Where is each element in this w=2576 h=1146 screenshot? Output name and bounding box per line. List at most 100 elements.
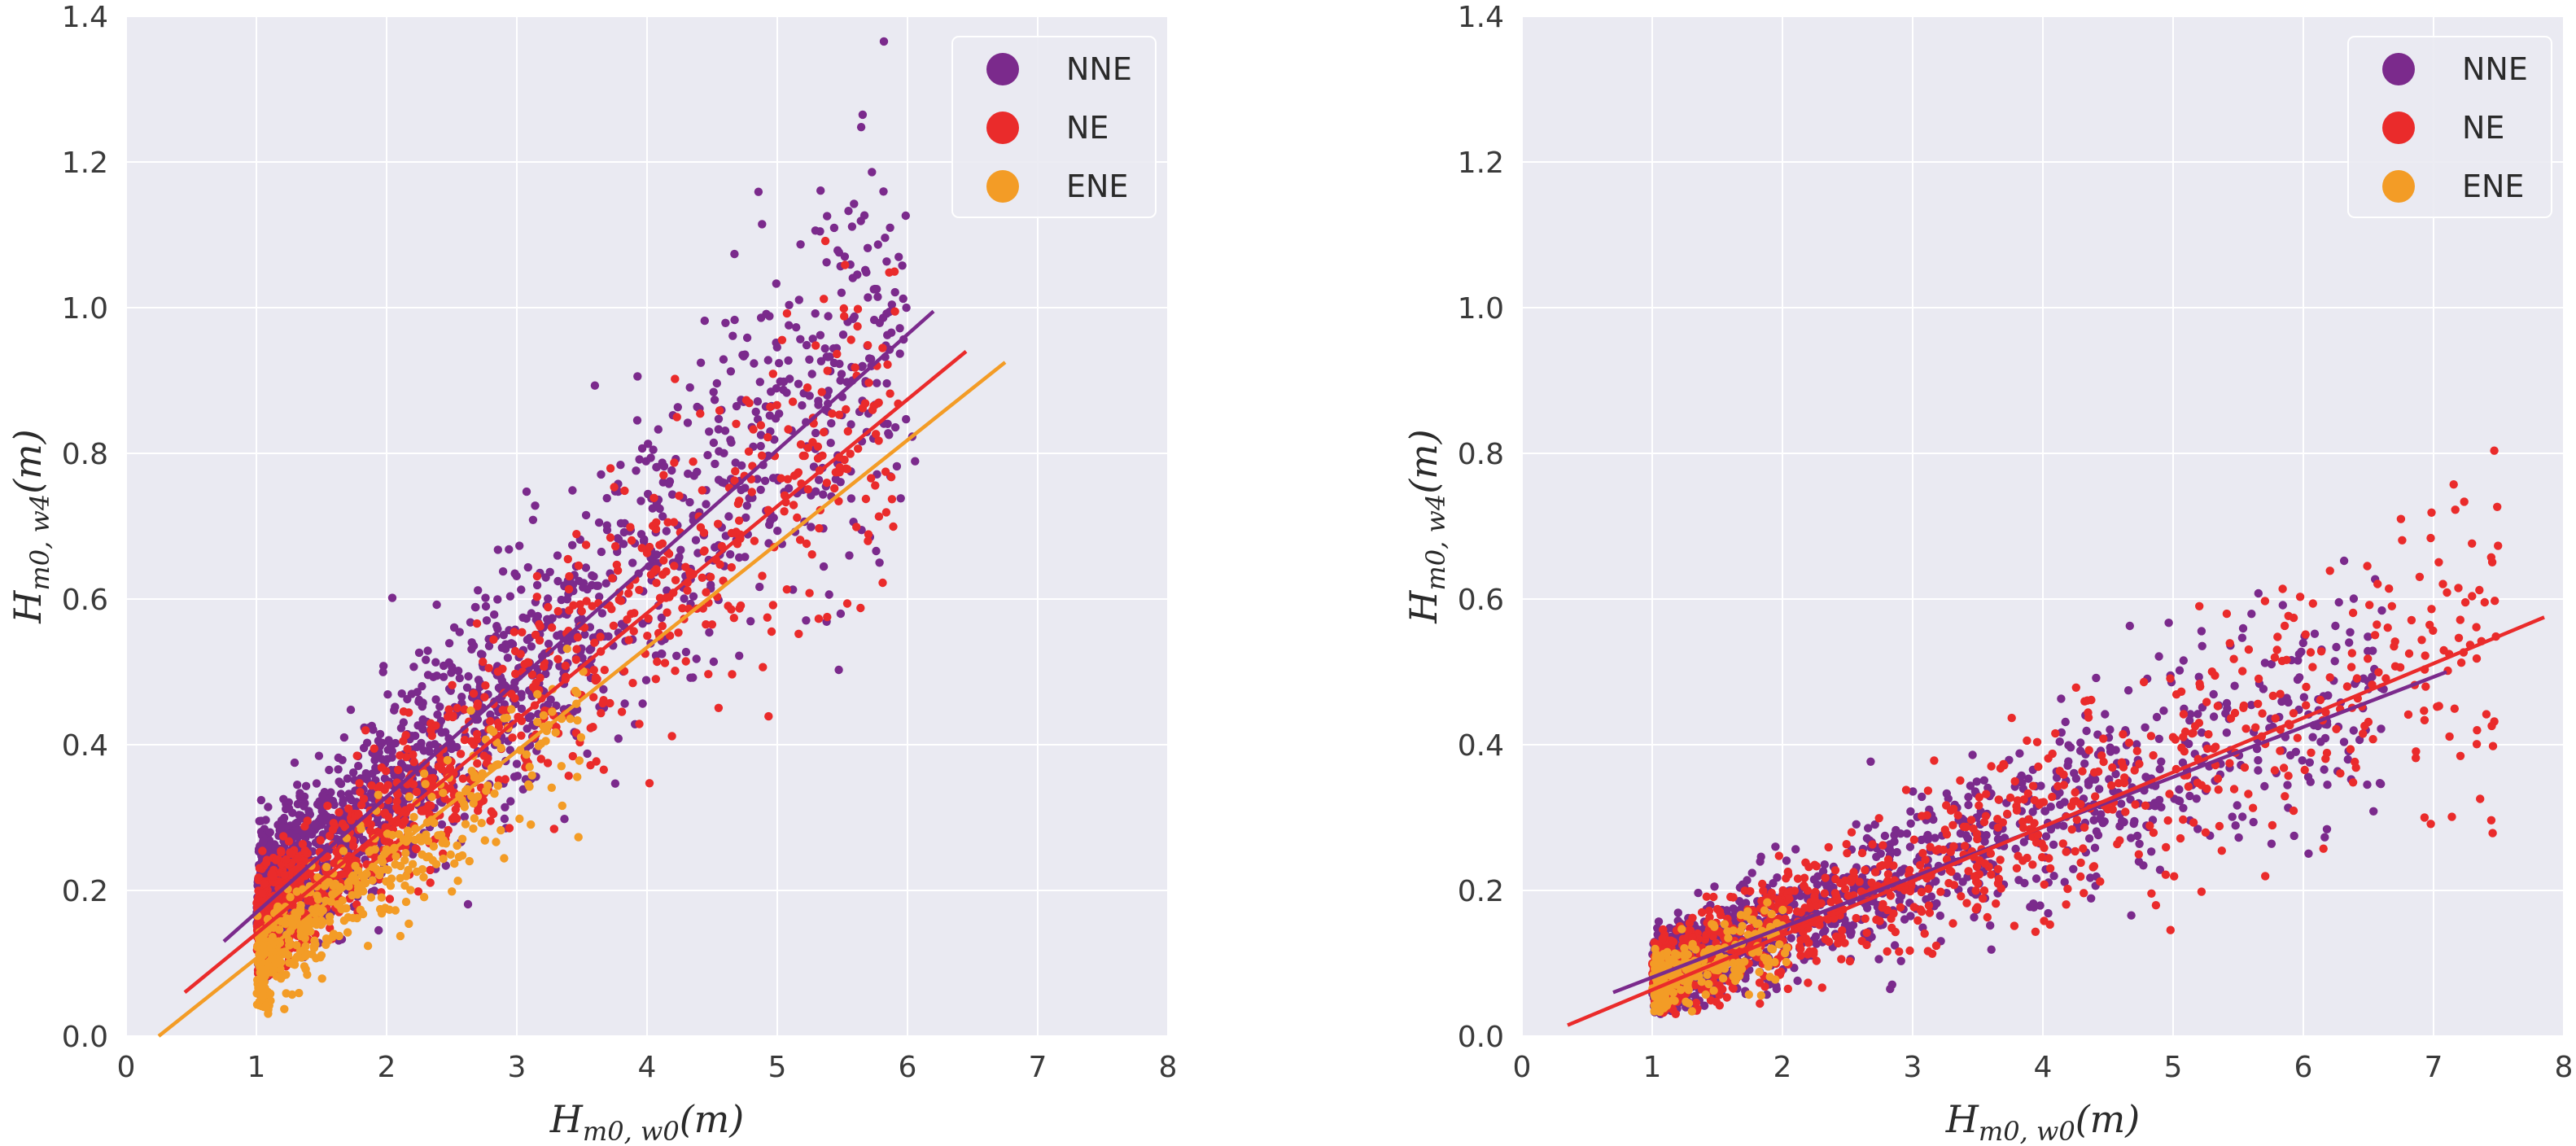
data-point: [646, 570, 656, 580]
data-point: [293, 799, 303, 809]
data-point: [2486, 816, 2496, 825]
data-point: [549, 825, 558, 833]
data-point: [696, 523, 706, 532]
data-point: [719, 355, 728, 364]
data-point: [887, 300, 897, 309]
data-point: [803, 485, 812, 494]
data-point: [599, 685, 608, 694]
data-point: [816, 186, 825, 195]
data-point: [1758, 879, 1767, 889]
data-point: [2369, 807, 2378, 816]
data-point: [659, 556, 668, 565]
data-point: [325, 912, 335, 921]
data-point: [601, 579, 610, 588]
data-point: [649, 493, 658, 502]
data-point: [2339, 556, 2349, 566]
data-point: [1843, 849, 1852, 858]
data-point: [553, 576, 562, 586]
data-point: [2360, 721, 2369, 731]
data-point: [2154, 734, 2163, 743]
data-point: [1987, 945, 1996, 954]
data-point: [1956, 829, 1966, 838]
data-point: [853, 321, 862, 331]
data-point: [657, 613, 666, 623]
data-point: [2046, 825, 2056, 834]
data-point: [2259, 685, 2268, 693]
data-point: [886, 473, 896, 482]
data-point: [1728, 983, 1737, 992]
data-point: [517, 585, 526, 594]
data-point: [318, 791, 327, 800]
data-point: [596, 632, 605, 641]
data-point: [2247, 610, 2256, 619]
data-point: [2300, 765, 2309, 775]
data-point: [381, 903, 390, 912]
data-point: [287, 990, 297, 999]
data-point: [2342, 682, 2352, 691]
data-point: [779, 385, 788, 395]
data-point: [565, 571, 574, 581]
data-point: [1972, 777, 1981, 786]
data-point: [2150, 802, 2159, 811]
chart-panel-2: 0 1 2 3 4 5 6 7 80.00.20.40.60.81.01.21.4NNENEEN…: [1402, 1, 2573, 1146]
data-point: [2330, 657, 2339, 666]
data-point: [892, 461, 902, 471]
data-point: [2149, 828, 2158, 838]
data-point: [421, 780, 430, 789]
data-point: [726, 367, 736, 376]
data-point: [2294, 650, 2303, 658]
data-point: [2062, 900, 2071, 909]
data-point: [2377, 606, 2386, 615]
data-point: [2238, 812, 2247, 821]
data-point: [287, 959, 297, 969]
data-point: [2279, 763, 2289, 772]
y-tick-label: 0.8: [62, 438, 108, 471]
data-point: [298, 839, 308, 849]
fit-line-ene: [157, 361, 1007, 1038]
data-point: [466, 618, 475, 627]
data-point: [338, 896, 347, 905]
data-point: [734, 516, 744, 525]
data-point: [883, 330, 892, 339]
data-point: [898, 261, 907, 270]
data-point: [2415, 572, 2425, 581]
data-point: [498, 706, 507, 715]
data-point: [711, 459, 719, 469]
data-point: [548, 614, 557, 623]
data-point: [784, 425, 793, 434]
data-point: [563, 554, 572, 564]
data-point: [2198, 641, 2206, 650]
data-point: [343, 774, 352, 783]
data-point: [2147, 847, 2156, 856]
data-point: [639, 536, 649, 546]
data-point: [585, 645, 594, 654]
data-point: [1953, 872, 1962, 881]
data-point: [742, 333, 752, 343]
data-point: [295, 876, 304, 885]
data-point: [614, 595, 623, 605]
data-point: [370, 744, 378, 753]
data-point: [2222, 698, 2232, 708]
data-point: [696, 409, 705, 418]
data-point: [493, 545, 502, 554]
data-point: [2132, 740, 2141, 749]
data-point: [2147, 889, 2156, 899]
data-point: [2305, 758, 2314, 767]
data-point: [444, 825, 453, 835]
data-point: [776, 377, 785, 386]
data-point: [474, 586, 483, 595]
data-point: [689, 673, 698, 682]
data-point: [435, 702, 444, 711]
data-point: [878, 578, 887, 588]
data-point: [544, 602, 553, 612]
data-point: [1702, 892, 1711, 901]
data-point: [2049, 840, 2058, 850]
data-point: [610, 779, 620, 788]
data-point: [1966, 781, 1975, 790]
data-point: [813, 454, 823, 463]
data-point: [768, 601, 777, 610]
data-point: [782, 308, 792, 318]
data-point: [458, 774, 467, 783]
data-point: [768, 370, 777, 378]
data-point: [834, 665, 843, 675]
